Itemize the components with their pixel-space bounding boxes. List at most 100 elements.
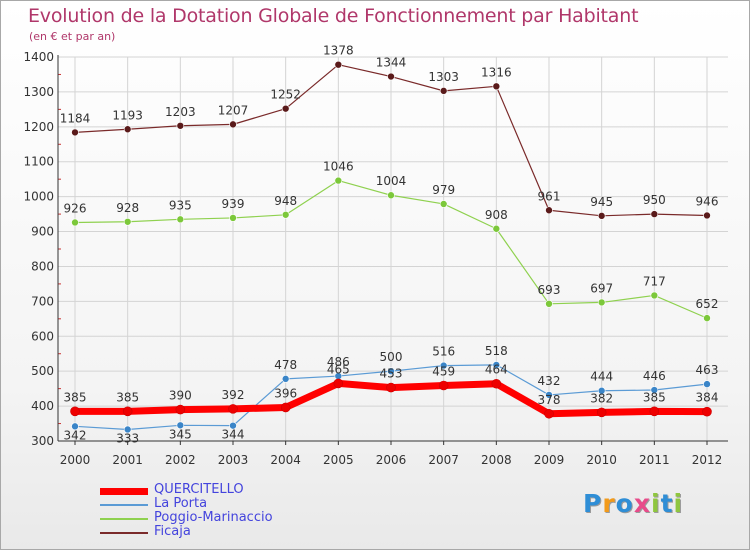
data-label-quercitello: 384 [696,391,719,405]
data-label-ficaja: 950 [643,193,666,207]
data-point-quercitello [386,382,396,393]
data-point-poggio-marinaccio [229,214,237,222]
data-label-ficaja: 946 [696,194,719,208]
data-label-poggio-marinaccio: 652 [696,297,719,311]
data-point-poggio-marinaccio [71,218,79,227]
data-point-quercitello [702,406,712,417]
data-point-quercitello [596,407,607,418]
data-point-ficaja [492,82,501,91]
data-label-la-porta: 344 [222,428,245,442]
data-label-la-porta: 486 [327,355,350,369]
data-point-ficaja [176,121,185,130]
data-label-quercitello: 385 [116,390,139,404]
legend-swatch [100,504,148,506]
y-tick-label: 500 [31,364,54,378]
legend-swatch [100,487,148,495]
proxiti-logo: Proxiti [583,489,684,518]
x-tick-label: 2011 [639,453,670,467]
y-tick-label: 900 [31,225,54,239]
data-label-quercitello: 385 [643,390,666,404]
x-tick-label: 2003 [218,453,249,467]
y-tick-label: 1300 [23,85,54,99]
data-point-poggio-marinaccio [545,300,553,308]
data-point-poggio-marinaccio [439,200,448,208]
data-point-poggio-marinaccio [334,176,343,185]
data-point-poggio-marinaccio [176,215,185,224]
y-tick-label: 800 [31,259,54,273]
data-label-la-porta: 333 [116,431,139,445]
y-tick-label: 1000 [23,190,54,204]
data-label-quercitello: 396 [274,386,297,400]
data-point-la-porta [650,386,659,394]
data-point-la-porta [597,386,606,395]
legend-label: QUERCITELLO [154,482,244,497]
data-point-poggio-marinaccio [123,217,132,226]
chart-title: Evolution de la Dotation Globale de Fonc… [28,5,639,27]
data-label-poggio-marinaccio: 1004 [376,174,407,188]
data-label-quercitello: 459 [432,364,455,378]
legend-label: Poggio-Marinaccio [154,510,273,525]
data-label-poggio-marinaccio: 908 [485,208,508,222]
data-point-ficaja [71,128,79,137]
data-label-ficaja: 945 [590,195,613,209]
data-label-quercitello: 453 [380,367,403,381]
data-label-ficaja: 1378 [323,44,354,58]
data-label-poggio-marinaccio: 697 [590,281,613,295]
data-label-poggio-marinaccio: 717 [643,274,666,288]
data-label-ficaja: 1303 [428,70,459,84]
y-tick-label: 300 [31,434,54,448]
data-point-la-porta [703,380,711,388]
data-label-ficaja: 961 [538,189,561,203]
data-point-ficaja [334,60,343,69]
data-label-quercitello: 465 [327,362,350,376]
data-label-poggio-marinaccio: 979 [432,183,455,197]
data-point-la-porta [123,425,132,434]
legend-label: Ficaja [154,524,191,539]
data-label-la-porta: 444 [590,370,613,384]
data-point-quercitello [280,402,291,413]
y-tick-label: 600 [31,329,54,343]
data-label-poggio-marinaccio: 939 [222,197,245,211]
x-tick-label: 2004 [270,453,301,467]
x-tick-label: 2005 [323,453,354,467]
data-label-poggio-marinaccio: 693 [538,283,561,297]
x-tick-label: 2000 [60,453,91,467]
x-tick-label: 2007 [428,453,459,467]
data-point-ficaja [123,125,132,134]
data-point-la-porta [492,361,501,369]
data-point-quercitello [70,406,80,417]
data-point-la-porta [71,422,79,431]
data-point-la-porta [545,391,553,399]
data-label-ficaja: 1184 [60,111,91,125]
data-point-poggio-marinaccio [387,191,395,200]
data-point-la-porta [439,361,448,370]
y-tick-label: 700 [31,294,54,308]
data-label-poggio-marinaccio: 948 [274,194,297,208]
data-point-quercitello [228,404,238,414]
legend-swatch [100,518,148,520]
data-point-ficaja [281,104,290,113]
data-label-la-porta: 342 [64,428,87,442]
data-point-quercitello [544,408,554,419]
data-label-ficaja: 1252 [270,88,301,102]
data-label-poggio-marinaccio: 926 [64,201,87,215]
data-label-la-porta: 463 [696,363,719,377]
data-label-la-porta: 518 [485,344,508,358]
chart-subtitle: (en € et par an) [29,30,116,43]
data-point-quercitello [491,378,502,389]
data-label-ficaja: 1316 [481,65,512,79]
data-label-quercitello: 390 [169,389,192,403]
data-point-quercitello [122,406,133,417]
x-tick-label: 2012 [692,453,723,467]
data-point-ficaja [703,211,711,220]
data-label-la-porta: 345 [169,427,192,441]
data-point-la-porta [176,421,185,430]
data-point-ficaja [545,206,553,215]
x-tick-label: 2002 [165,453,196,467]
data-label-ficaja: 1207 [218,103,249,117]
y-tick-label: 400 [31,399,54,413]
data-point-poggio-marinaccio [597,298,606,307]
legend-label: La Porta [154,496,208,511]
data-label-quercitello: 382 [590,391,613,405]
data-point-quercitello [175,404,186,415]
